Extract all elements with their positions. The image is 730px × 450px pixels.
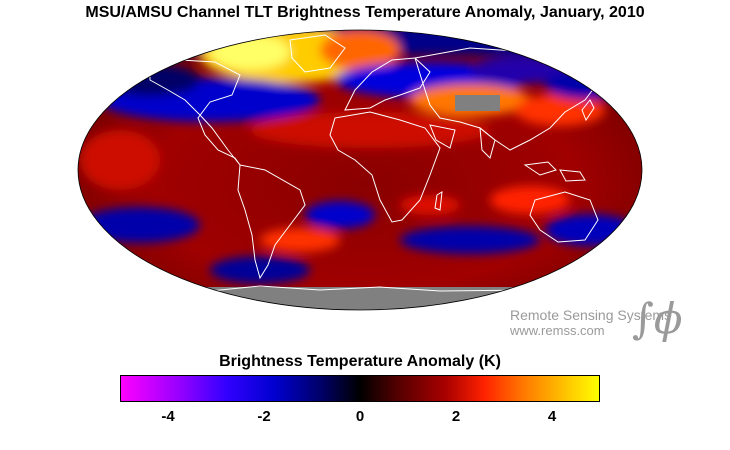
colorbar-tick-label: -4 [161,408,175,425]
colorbar [120,375,600,402]
globe-outline [77,29,643,311]
map-field [78,30,642,310]
colorbar-tick-label: 2 [451,408,461,425]
colorbar-title: Brightness Temperature Anomaly (K) [219,353,501,370]
credit-block: Remote Sensing Systems www.remss.com [510,307,671,339]
credit-url: www.remss.com [510,323,605,338]
rss-logo-icon: ∫ϕ [632,294,683,343]
credit-name: Remote Sensing Systems [510,307,672,323]
colorbar-tick-label: -2 [257,408,271,425]
colorbar-tick-label: 0 [355,408,365,425]
chart-title: MSU/AMSU Channel TLT Brightness Temperat… [85,4,645,21]
colorbar-tick-label: 4 [547,408,557,425]
